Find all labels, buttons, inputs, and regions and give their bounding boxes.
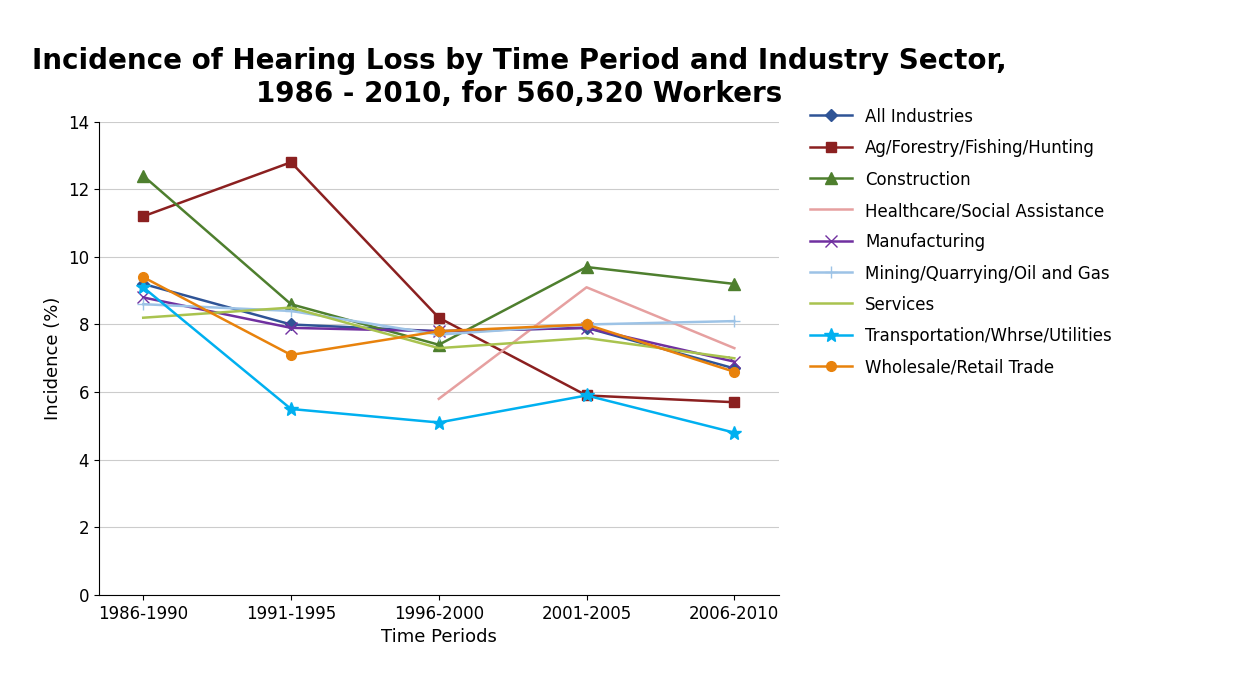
All Industries — [283, 320, 298, 329]
Line: Transportation/Whrse/Utilities: Transportation/Whrse/Utilities — [136, 281, 742, 439]
Construction — [283, 300, 298, 308]
Ag/Forestry/Fishing/Hunting — [283, 158, 298, 166]
Text: Incidence of Hearing Loss by Time Period and Industry Sector,
1986 - 2010, for 5: Incidence of Hearing Loss by Time Period… — [32, 47, 1006, 107]
Healthcare/Social Assistance — [727, 344, 742, 352]
Construction — [431, 341, 446, 349]
Line: Mining/Quarrying/Oil and Gas: Mining/Quarrying/Oil and Gas — [137, 298, 740, 341]
Legend: All Industries, Ag/Forestry/Fishing/Hunting, Construction, Healthcare/Social Ass: All Industries, Ag/Forestry/Fishing/Hunt… — [803, 101, 1119, 383]
Services — [431, 344, 446, 352]
Services — [136, 314, 151, 322]
Manufacturing — [283, 324, 298, 332]
Services — [580, 334, 595, 342]
Wholesale/Retail Trade — [431, 327, 446, 335]
Wholesale/Retail Trade — [283, 351, 298, 359]
Manufacturing — [431, 327, 446, 335]
All Industries — [431, 327, 446, 335]
Mining/Quarrying/Oil and Gas — [136, 300, 151, 308]
Ag/Forestry/Fishing/Hunting — [136, 212, 151, 220]
Wholesale/Retail Trade — [136, 273, 151, 281]
Transportation/Whrse/Utilities — [580, 391, 595, 400]
Services — [283, 304, 298, 312]
Wholesale/Retail Trade — [580, 320, 595, 329]
Ag/Forestry/Fishing/Hunting — [727, 398, 742, 406]
Ag/Forestry/Fishing/Hunting — [580, 391, 595, 400]
Transportation/Whrse/Utilities — [727, 429, 742, 437]
Manufacturing — [580, 324, 595, 332]
Manufacturing — [727, 358, 742, 366]
Healthcare/Social Assistance — [580, 283, 595, 291]
Transportation/Whrse/Utilities — [283, 405, 298, 413]
Mining/Quarrying/Oil and Gas — [283, 307, 298, 315]
All Industries — [136, 280, 151, 288]
Line: Ag/Forestry/Fishing/Hunting: Ag/Forestry/Fishing/Hunting — [138, 158, 739, 407]
All Industries — [580, 324, 595, 332]
Transportation/Whrse/Utilities — [136, 283, 151, 291]
Transportation/Whrse/Utilities — [431, 418, 446, 427]
Line: Services: Services — [143, 308, 734, 358]
Wholesale/Retail Trade — [727, 368, 742, 376]
Line: Construction: Construction — [137, 170, 740, 350]
Y-axis label: Incidence (%): Incidence (%) — [44, 297, 62, 420]
Line: All Industries: All Industries — [138, 280, 739, 372]
Line: Healthcare/Social Assistance: Healthcare/Social Assistance — [439, 287, 734, 399]
Line: Manufacturing: Manufacturing — [137, 292, 740, 367]
Ag/Forestry/Fishing/Hunting — [431, 314, 446, 322]
Construction — [580, 263, 595, 271]
Mining/Quarrying/Oil and Gas — [727, 317, 742, 325]
Construction — [727, 280, 742, 288]
X-axis label: Time Periods: Time Periods — [381, 628, 497, 646]
All Industries — [727, 364, 742, 372]
Services — [727, 354, 742, 362]
Construction — [136, 172, 151, 180]
Healthcare/Social Assistance — [431, 395, 446, 403]
Mining/Quarrying/Oil and Gas — [580, 320, 595, 329]
Manufacturing — [136, 293, 151, 301]
Mining/Quarrying/Oil and Gas — [431, 331, 446, 339]
Line: Wholesale/Retail Trade: Wholesale/Retail Trade — [138, 272, 739, 377]
